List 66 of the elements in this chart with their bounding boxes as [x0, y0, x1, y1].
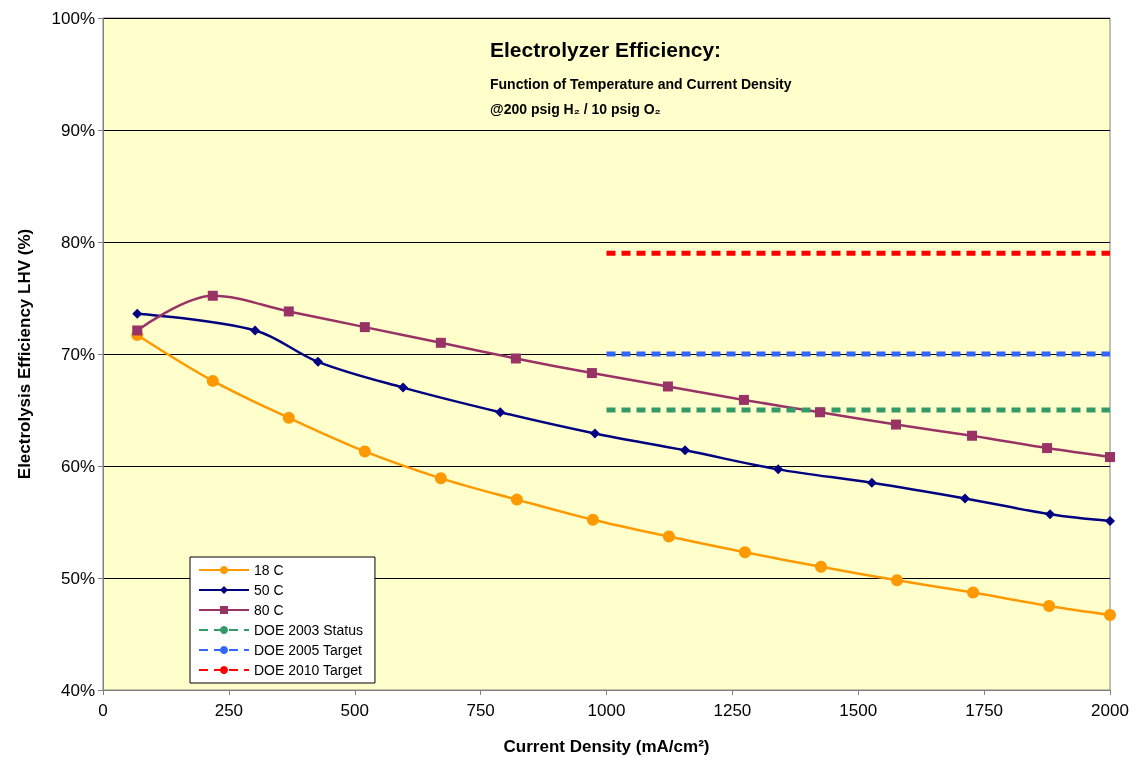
point [589, 428, 600, 439]
x-tick-label: 0 [98, 701, 108, 720]
y-tick-label: 40% [60, 680, 95, 700]
legend-label: DOE 2010 Target [254, 662, 363, 678]
point [814, 407, 825, 418]
x-tick-label: 500 [340, 701, 369, 720]
y-axis-title: Electrolysis Efficiency LHV (%) [15, 228, 34, 480]
x-tick-label: 250 [214, 701, 244, 720]
point [510, 493, 523, 506]
point [1045, 509, 1056, 520]
point [738, 546, 751, 559]
point [359, 322, 370, 333]
y-tick-label: 100% [51, 8, 95, 28]
legend-label: 50 C [254, 582, 284, 598]
point [132, 308, 143, 319]
point [435, 337, 446, 348]
y-tick-label: 70% [60, 344, 95, 364]
point [283, 306, 294, 317]
point [680, 445, 691, 456]
point [1105, 515, 1115, 526]
point [510, 353, 521, 364]
legend-label: DOE 2003 Status [254, 622, 363, 638]
x-tick-label: 1750 [965, 701, 1004, 720]
point [662, 381, 673, 392]
point [662, 530, 675, 543]
x-axis-title: Current Density (mA/cm²) [503, 737, 710, 756]
point [398, 382, 409, 393]
point [586, 368, 597, 379]
y-tick-label: 80% [60, 232, 95, 252]
point [967, 430, 978, 441]
point [434, 472, 447, 485]
point [891, 574, 904, 587]
y-tick-label: 90% [60, 120, 95, 140]
legend-label: 80 C [254, 602, 284, 618]
point [891, 419, 902, 430]
point [495, 407, 506, 418]
point [250, 325, 261, 336]
point [1105, 452, 1115, 463]
point [1042, 443, 1053, 454]
point [773, 464, 784, 475]
point [866, 477, 877, 488]
point [1104, 608, 1116, 621]
point [967, 586, 980, 599]
y-tick-label: 50% [60, 568, 95, 588]
point [312, 356, 323, 367]
point [1043, 600, 1056, 612]
text: Function of Temperature and Current Density [490, 76, 792, 92]
text: Electrolyzer Efficiency: [490, 38, 722, 61]
point [358, 445, 371, 458]
legend-label: 18 C [254, 562, 284, 578]
point [738, 394, 749, 405]
x-tick-label: 750 [466, 701, 495, 720]
x-tick-label: 1000 [587, 701, 626, 720]
point [586, 513, 599, 526]
point [815, 560, 827, 573]
point [206, 374, 219, 387]
annotation: @200 psig H₂ / 10 psig O₂ [490, 101, 661, 117]
legend-label: DOE 2005 Target [254, 642, 363, 658]
point [132, 325, 143, 336]
point [207, 290, 218, 301]
x-tick-label: 2000 [1091, 701, 1129, 720]
x-tick-label: 1250 [713, 701, 752, 720]
point [282, 411, 295, 424]
y-tick-label: 60% [60, 456, 95, 476]
x-tick-label: 1500 [839, 701, 878, 720]
point [959, 493, 970, 504]
